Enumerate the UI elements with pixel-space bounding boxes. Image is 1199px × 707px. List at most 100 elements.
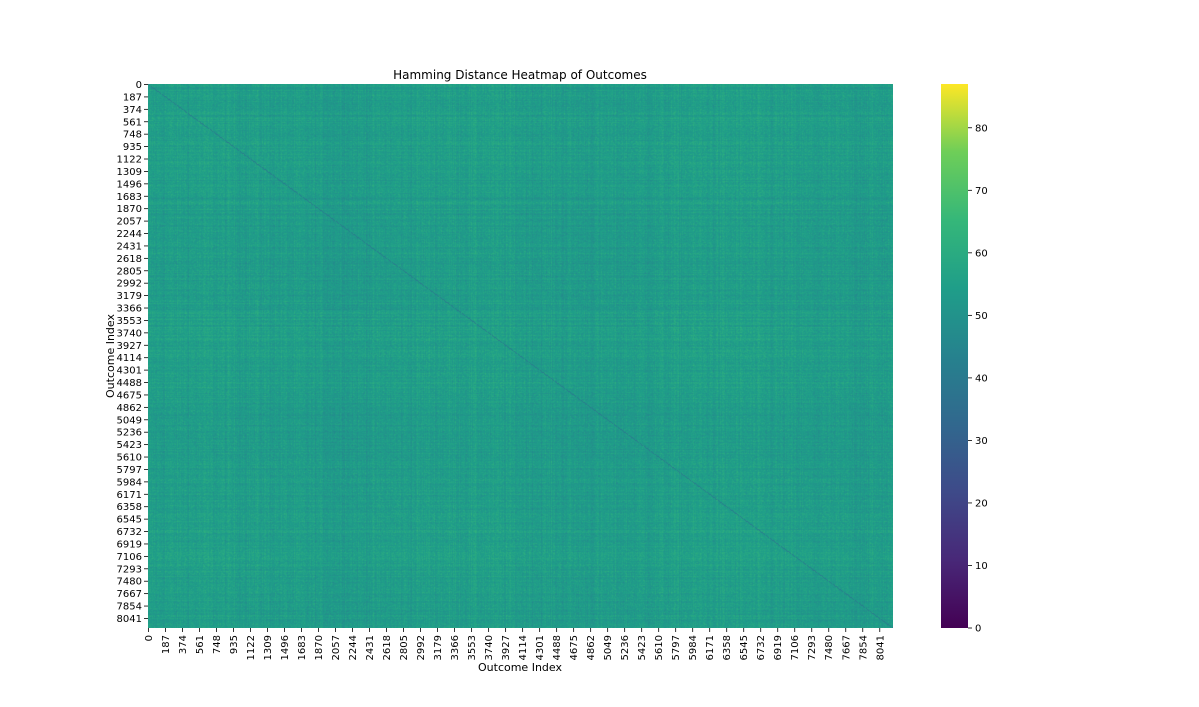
x-tick-label: 6732 [756, 635, 767, 660]
y-tick-label: 7667 [117, 589, 142, 600]
x-tick-label: 374 [178, 635, 189, 654]
x-tick-label: 561 [195, 635, 206, 654]
y-tick-label: 4862 [117, 403, 142, 414]
y-tick-label: 5236 [117, 428, 142, 439]
x-tick-label: 2431 [365, 635, 376, 660]
colorbar-tick-label: 40 [975, 373, 988, 384]
x-tick-label: 5049 [603, 635, 614, 660]
x-tick-label: 935 [229, 635, 240, 654]
y-tick-label: 1683 [117, 192, 142, 203]
y-tick-label: 187 [123, 92, 142, 103]
y-tick-label: 5049 [117, 415, 142, 426]
x-tick-label: 2244 [348, 635, 359, 660]
x-tick-label: 6545 [739, 635, 750, 660]
y-tick-label: 2057 [117, 217, 142, 228]
y-tick-label: 5610 [117, 453, 142, 464]
y-tick-label: 5984 [117, 477, 142, 488]
colorbar-tick-label: 80 [975, 123, 988, 134]
y-tick-label: 7480 [117, 577, 142, 588]
x-tick-label: 1309 [263, 635, 274, 660]
heatmap-area [148, 84, 893, 628]
y-tick-label: 1870 [117, 204, 142, 215]
y-tick-label: 2805 [117, 266, 142, 277]
chart-title: Hamming Distance Heatmap of Outcomes [393, 68, 647, 82]
y-tick-label: 2618 [117, 254, 142, 265]
x-tick-label: 8041 [875, 635, 886, 660]
x-tick-label: 3553 [467, 635, 478, 660]
y-tick-label: 2992 [117, 279, 142, 290]
colorbar-tick-label: 50 [975, 311, 988, 322]
colorbar-tick-label: 10 [975, 561, 988, 572]
x-tick-label: 3740 [484, 635, 495, 660]
x-tick-label: 5236 [620, 635, 631, 660]
x-tick-label: 7854 [858, 635, 869, 660]
x-tick-label: 4488 [552, 635, 563, 660]
colorbar: 0 10 20 30 40 50 60 70 80 [941, 84, 988, 635]
x-tick-label: 187 [161, 635, 172, 654]
x-tick-label: 3927 [501, 635, 512, 660]
x-tick-label: 1870 [314, 635, 325, 660]
y-tick-label: 1122 [117, 155, 142, 166]
x-tick-label: 7480 [824, 635, 835, 660]
y-tick-label: 1496 [117, 179, 142, 190]
x-tick-label: 748 [212, 635, 223, 654]
x-tick-label: 2618 [382, 635, 393, 660]
y-tick-label: 4301 [117, 366, 142, 377]
y-tick-label: 7106 [117, 552, 142, 563]
x-tick-label: 1496 [280, 635, 291, 660]
y-tick-label: 2244 [117, 229, 142, 240]
y-tick-label: 7854 [117, 602, 142, 613]
y-tick-label: 4488 [117, 378, 142, 389]
y-tick-label: 7293 [117, 564, 142, 575]
x-tick-label: 2805 [399, 635, 410, 660]
x-tick-label: 4862 [586, 635, 597, 660]
colorbar-tick-label: 70 [975, 186, 988, 197]
y-tick-label: 3740 [117, 328, 142, 339]
x-tick-label: 3179 [433, 635, 444, 660]
y-tick-label: 8041 [117, 614, 142, 625]
x-tick-label: 2057 [331, 635, 342, 660]
y-tick-label: 6358 [117, 502, 142, 513]
y-tick-label: 6919 [117, 539, 142, 550]
x-tick-label: 5610 [654, 635, 665, 660]
y-tick-label: 3366 [117, 304, 142, 315]
x-tick-label: 6358 [722, 635, 733, 660]
x-tick-label: 6919 [773, 635, 784, 660]
y-tick-label: 4114 [117, 353, 142, 364]
x-tick-label: 4675 [569, 635, 580, 660]
y-tick-label: 935 [123, 142, 142, 153]
colorbar-ticks: 0 10 20 30 40 50 60 70 80 [968, 123, 988, 635]
y-tick-label: 6732 [117, 527, 142, 538]
x-tick-label: 0 [144, 635, 155, 641]
y-tick-label: 0 [136, 80, 142, 91]
x-axis-ticks: 0 187 374 561 748 935 1122 1309 1496 1683 1870 2057… [144, 628, 886, 660]
y-tick-label: 4675 [117, 390, 142, 401]
y-tick-label: 3553 [117, 316, 142, 327]
y-tick-label: 2431 [117, 241, 142, 252]
colorbar-tick-label: 60 [975, 248, 988, 259]
y-tick-label: 3179 [117, 291, 142, 302]
y-tick-label: 374 [123, 105, 142, 116]
y-tick-label: 5797 [117, 465, 142, 476]
x-tick-label: 7667 [841, 635, 852, 660]
x-tick-label: 3366 [450, 635, 461, 660]
x-tick-label: 1122 [246, 635, 257, 660]
y-tick-label: 6545 [117, 515, 142, 526]
colorbar-tick-label: 20 [975, 498, 988, 509]
heatmap-cells [148, 84, 893, 628]
x-tick-label: 7293 [807, 635, 818, 660]
colorbar-tick-label: 0 [975, 624, 981, 635]
x-tick-label: 1683 [297, 635, 308, 660]
x-tick-label: 5984 [688, 635, 699, 660]
x-tick-label: 4301 [535, 635, 546, 660]
x-axis-label: Outcome Index [478, 661, 562, 674]
colorbar-gradient [941, 84, 968, 628]
y-tick-label: 5423 [117, 440, 142, 451]
x-tick-label: 5423 [637, 635, 648, 660]
y-axis-label: Outcome Index [104, 314, 117, 398]
x-tick-label: 5797 [671, 635, 682, 660]
y-tick-label: 6171 [117, 490, 142, 501]
colorbar-tick-label: 30 [975, 436, 988, 447]
